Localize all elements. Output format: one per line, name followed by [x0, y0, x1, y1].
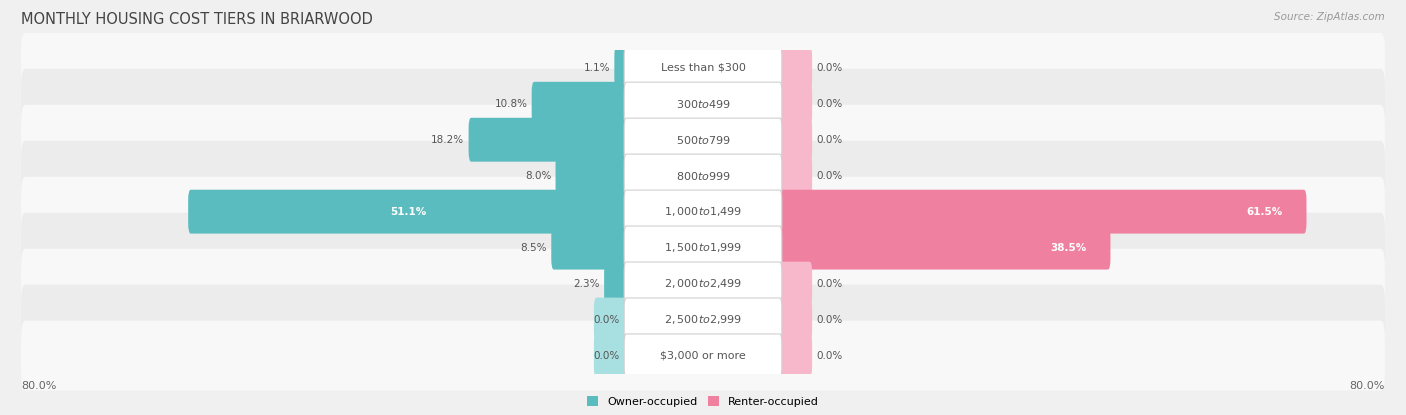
- Text: 38.5%: 38.5%: [1050, 243, 1087, 253]
- FancyBboxPatch shape: [21, 285, 1385, 354]
- FancyBboxPatch shape: [531, 82, 628, 126]
- Text: 0.0%: 0.0%: [817, 63, 842, 73]
- Text: 8.0%: 8.0%: [524, 171, 551, 181]
- Text: 51.1%: 51.1%: [391, 207, 426, 217]
- Text: $2,000 to $2,499: $2,000 to $2,499: [664, 277, 742, 290]
- FancyBboxPatch shape: [21, 321, 1385, 391]
- FancyBboxPatch shape: [624, 262, 782, 305]
- Text: 0.0%: 0.0%: [817, 135, 842, 145]
- FancyBboxPatch shape: [778, 118, 813, 162]
- FancyBboxPatch shape: [21, 105, 1385, 175]
- FancyBboxPatch shape: [624, 46, 782, 89]
- Text: 0.0%: 0.0%: [593, 351, 620, 361]
- FancyBboxPatch shape: [21, 177, 1385, 247]
- Text: $3,000 or more: $3,000 or more: [661, 351, 745, 361]
- FancyBboxPatch shape: [624, 118, 782, 161]
- FancyBboxPatch shape: [624, 298, 782, 341]
- FancyBboxPatch shape: [605, 261, 628, 305]
- FancyBboxPatch shape: [21, 141, 1385, 210]
- FancyBboxPatch shape: [551, 226, 628, 270]
- Text: 80.0%: 80.0%: [21, 381, 56, 391]
- FancyBboxPatch shape: [778, 226, 1111, 270]
- FancyBboxPatch shape: [778, 154, 813, 198]
- Text: 2.3%: 2.3%: [574, 278, 600, 288]
- FancyBboxPatch shape: [21, 69, 1385, 139]
- FancyBboxPatch shape: [778, 334, 813, 378]
- FancyBboxPatch shape: [624, 82, 782, 125]
- Text: 0.0%: 0.0%: [817, 278, 842, 288]
- Text: $1,500 to $1,999: $1,500 to $1,999: [664, 241, 742, 254]
- FancyBboxPatch shape: [21, 249, 1385, 318]
- Text: 61.5%: 61.5%: [1246, 207, 1282, 217]
- Text: 18.2%: 18.2%: [432, 135, 464, 145]
- FancyBboxPatch shape: [624, 154, 782, 197]
- FancyBboxPatch shape: [593, 334, 628, 378]
- Text: $1,000 to $1,499: $1,000 to $1,499: [664, 205, 742, 218]
- Text: 0.0%: 0.0%: [593, 315, 620, 325]
- FancyBboxPatch shape: [188, 190, 628, 234]
- FancyBboxPatch shape: [21, 33, 1385, 103]
- Text: 1.1%: 1.1%: [583, 63, 610, 73]
- Text: 0.0%: 0.0%: [817, 99, 842, 109]
- Text: 80.0%: 80.0%: [1350, 381, 1385, 391]
- FancyBboxPatch shape: [468, 118, 628, 162]
- FancyBboxPatch shape: [21, 213, 1385, 283]
- Text: Source: ZipAtlas.com: Source: ZipAtlas.com: [1274, 12, 1385, 22]
- Text: 0.0%: 0.0%: [817, 171, 842, 181]
- FancyBboxPatch shape: [778, 261, 813, 305]
- FancyBboxPatch shape: [778, 190, 1306, 234]
- Text: 8.5%: 8.5%: [520, 243, 547, 253]
- Text: 0.0%: 0.0%: [817, 315, 842, 325]
- Legend: Owner-occupied, Renter-occupied: Owner-occupied, Renter-occupied: [586, 396, 820, 407]
- FancyBboxPatch shape: [624, 226, 782, 269]
- FancyBboxPatch shape: [555, 154, 628, 198]
- FancyBboxPatch shape: [778, 82, 813, 126]
- FancyBboxPatch shape: [778, 46, 813, 90]
- Text: 10.8%: 10.8%: [495, 99, 527, 109]
- FancyBboxPatch shape: [778, 298, 813, 342]
- FancyBboxPatch shape: [624, 190, 782, 233]
- Text: $800 to $999: $800 to $999: [675, 170, 731, 182]
- FancyBboxPatch shape: [624, 334, 782, 377]
- Text: Less than $300: Less than $300: [661, 63, 745, 73]
- Text: $300 to $499: $300 to $499: [675, 98, 731, 110]
- Text: $500 to $799: $500 to $799: [675, 134, 731, 146]
- Text: 0.0%: 0.0%: [817, 351, 842, 361]
- Text: MONTHLY HOUSING COST TIERS IN BRIARWOOD: MONTHLY HOUSING COST TIERS IN BRIARWOOD: [21, 12, 373, 27]
- FancyBboxPatch shape: [593, 298, 628, 342]
- Text: $2,500 to $2,999: $2,500 to $2,999: [664, 313, 742, 326]
- FancyBboxPatch shape: [614, 46, 628, 90]
